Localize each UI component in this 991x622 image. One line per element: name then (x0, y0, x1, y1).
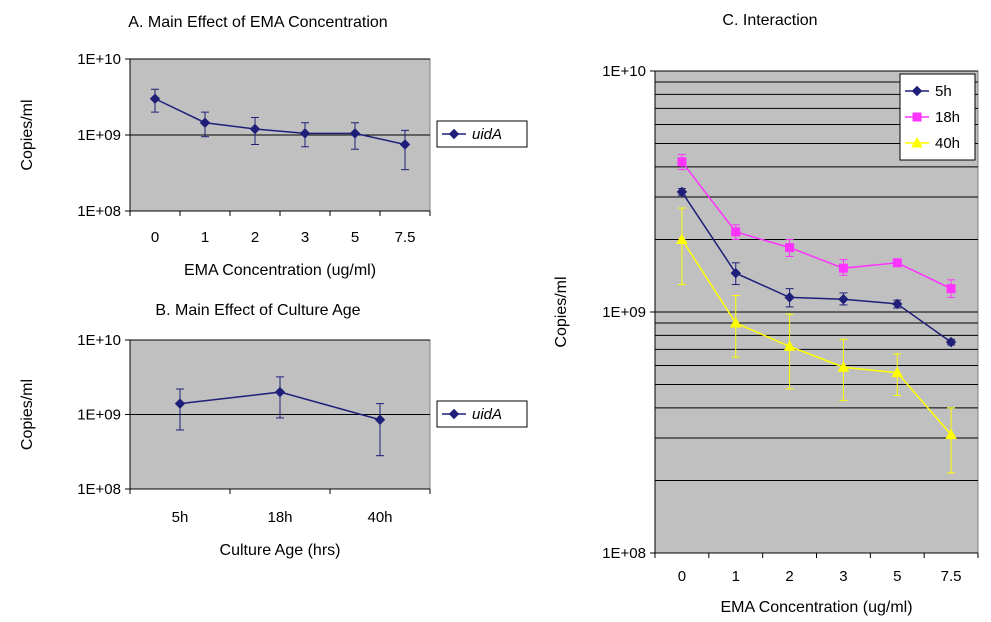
x-tick-label: 40h (367, 509, 392, 526)
x-axis-label: Culture Age (hrs) (220, 542, 341, 559)
x-tick-label: 5 (893, 568, 901, 585)
y-tick-label: 1E+10 (77, 332, 121, 349)
legend-label: 18h (935, 109, 960, 126)
data-point (785, 243, 795, 253)
legend-marker (911, 136, 923, 148)
data-point (838, 263, 848, 273)
legend-label: 5h (935, 83, 952, 100)
legend: 5h 18h 40h (899, 73, 976, 161)
x-tick-label: 2 (251, 229, 259, 246)
data-point (676, 233, 688, 244)
series-uidA (174, 376, 386, 457)
data-point (199, 117, 211, 128)
x-tick-label: 2 (785, 568, 793, 585)
x-tick-label: 5 (351, 229, 359, 246)
x-tick-label: 3 (301, 229, 309, 246)
legend: uidA (436, 400, 528, 428)
chart-b: 1E+08 1E+09 1E+10 5h 18h 40h B. Main Effect of… (19, 302, 528, 559)
x-axis-label: EMA Concentration (ug/ml) (184, 262, 376, 279)
data-point (838, 294, 849, 305)
data-point (174, 398, 186, 409)
legend: uidA (436, 120, 528, 148)
series-line (681, 239, 952, 436)
data-point (892, 258, 902, 268)
x-axis-label: EMA Concentration (ug/ml) (720, 599, 912, 616)
data-point (837, 361, 850, 372)
series-uidA (149, 88, 411, 171)
series-line (681, 161, 952, 290)
x-tick-label: 7.5 (395, 229, 416, 246)
y-axis-label: Copies/ml (19, 99, 36, 170)
chart-title: C. Interaction (722, 12, 817, 29)
x-tick-label: 5h (172, 509, 189, 526)
x-tick-label: 0 (678, 568, 686, 585)
data-point (945, 428, 957, 440)
data-point (731, 227, 741, 237)
data-point (946, 284, 956, 294)
data-point (783, 340, 796, 351)
data-point (730, 267, 741, 279)
data-point (676, 186, 688, 198)
series-line (154, 98, 406, 146)
chart-title: A. Main Effect of EMA Concentration (128, 14, 387, 31)
data-point (945, 336, 957, 348)
x-tick-label: 1 (201, 229, 209, 246)
legend-label: 40h (935, 135, 960, 152)
legend-marker (448, 408, 460, 420)
data-point (399, 139, 411, 150)
legend-marker (912, 112, 922, 122)
legend-label: uidA (472, 406, 502, 423)
y-tick-label: 1E+09 (602, 304, 646, 321)
y-tick-label: 1E+10 (77, 51, 121, 68)
data-point (891, 366, 904, 378)
chart-a: 1E+08 1E+09 1E+10 0 1 2 3 5 7.5 A. Main Effect of… (19, 14, 528, 279)
data-point (249, 123, 261, 135)
legend-marker (911, 85, 923, 97)
data-point (677, 157, 687, 167)
legend-marker (448, 128, 460, 140)
legend-label: uidA (472, 126, 502, 143)
y-tick-label: 1E+08 (77, 203, 121, 220)
x-tick-label: 3 (839, 568, 847, 585)
data-point (892, 298, 903, 310)
x-tick-label: 0 (151, 229, 159, 246)
x-tick-label: 18h (267, 509, 292, 526)
y-tick-label: 1E+09 (77, 127, 121, 144)
y-tick-label: 1E+08 (77, 481, 121, 498)
y-tick-label: 1E+10 (602, 63, 646, 80)
x-tick-label: 1 (732, 568, 740, 585)
data-point (149, 93, 161, 104)
series-18h (677, 154, 956, 298)
chart-title: B. Main Effect of Culture Age (155, 302, 360, 319)
x-tick-label: 7.5 (941, 568, 962, 585)
series-5h (676, 186, 957, 348)
y-axis-label: Copies/ml (553, 276, 570, 347)
data-point (299, 128, 311, 139)
y-axis-label: Copies/ml (19, 379, 36, 450)
series-40h (676, 207, 957, 474)
data-point (349, 128, 361, 139)
series-line (681, 191, 952, 343)
y-tick-label: 1E+08 (602, 545, 646, 562)
data-point (274, 386, 286, 398)
y-tick-label: 1E+09 (77, 407, 121, 424)
data-point (784, 292, 795, 303)
data-point (374, 414, 386, 425)
chart-c: 1E+08 1E+09 1E+10 0 1 2 3 5 7.5 C. Interaction EMA… (553, 12, 979, 616)
data-point (729, 316, 742, 328)
